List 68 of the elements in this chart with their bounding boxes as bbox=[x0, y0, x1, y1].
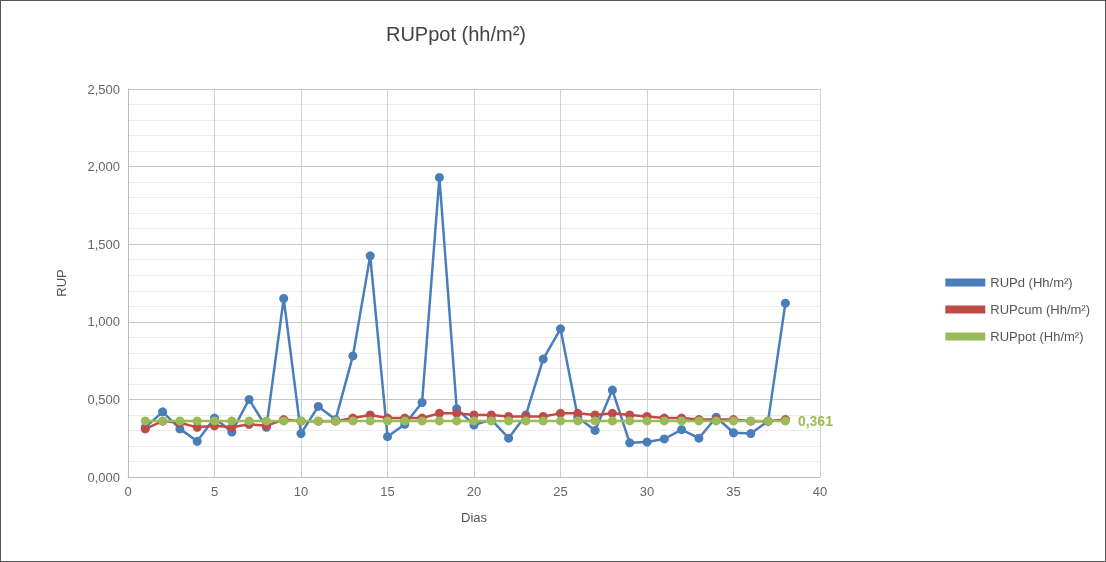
point bbox=[365, 416, 375, 426]
point bbox=[625, 416, 635, 426]
point bbox=[383, 432, 392, 442]
point bbox=[642, 416, 652, 426]
point bbox=[140, 416, 150, 426]
point bbox=[365, 251, 375, 261]
y-tick-label: 1,000 bbox=[87, 314, 120, 330]
legend-label: RUPpot (Hh/m²) bbox=[990, 329, 1084, 344]
point bbox=[694, 433, 704, 443]
point bbox=[642, 437, 652, 447]
legend-label: RUPcum (Hh/m²) bbox=[990, 302, 1091, 317]
point bbox=[313, 401, 323, 411]
point bbox=[556, 416, 565, 426]
point bbox=[729, 428, 738, 438]
point bbox=[279, 294, 289, 304]
legend-label: RUPd (Hh/m²) bbox=[990, 275, 1073, 290]
point bbox=[677, 425, 687, 435]
y-tick-label: 0,000 bbox=[87, 469, 120, 485]
y-tick-label: 2,000 bbox=[87, 159, 120, 175]
point bbox=[296, 429, 306, 439]
point bbox=[158, 407, 168, 417]
point bbox=[780, 298, 790, 308]
point bbox=[469, 416, 479, 426]
point bbox=[659, 434, 669, 444]
point bbox=[348, 351, 358, 361]
point bbox=[417, 398, 427, 407]
chart-title: RUPpot (hh/m²) bbox=[385, 23, 527, 45]
x-tick-label: 5 bbox=[210, 484, 219, 499]
point bbox=[192, 436, 202, 446]
x-axis-title: Dias bbox=[460, 510, 488, 525]
point bbox=[556, 324, 565, 334]
x-tick-label: 10 bbox=[293, 484, 309, 499]
y-tick-label: 1,500 bbox=[87, 236, 120, 252]
y-tick-label: 0,500 bbox=[87, 391, 120, 407]
point bbox=[452, 416, 462, 426]
x-tick-label: 35 bbox=[726, 484, 741, 499]
point bbox=[261, 416, 271, 426]
point bbox=[452, 408, 462, 418]
point bbox=[538, 354, 548, 364]
point bbox=[521, 416, 531, 426]
point bbox=[590, 416, 600, 426]
point bbox=[434, 172, 444, 182]
point bbox=[504, 416, 514, 426]
point bbox=[607, 408, 617, 418]
point bbox=[607, 416, 617, 426]
point bbox=[434, 416, 444, 426]
point bbox=[746, 429, 756, 439]
point bbox=[607, 385, 617, 395]
point bbox=[192, 416, 202, 426]
x-tick-label: 40 bbox=[812, 484, 828, 499]
point bbox=[434, 408, 444, 418]
point bbox=[573, 408, 583, 418]
point bbox=[556, 408, 565, 418]
data-label: 0,361 bbox=[797, 412, 834, 429]
x-tick-label: 25 bbox=[553, 484, 568, 499]
x-tick-label: 30 bbox=[639, 484, 655, 499]
point bbox=[504, 433, 514, 443]
point bbox=[538, 416, 548, 426]
point bbox=[227, 416, 237, 426]
point bbox=[244, 394, 254, 404]
y-tick-label: 2,500 bbox=[87, 81, 120, 97]
x-tick-label: 0 bbox=[124, 484, 132, 499]
y-axis-title: RUP bbox=[54, 269, 69, 297]
point bbox=[625, 438, 635, 448]
x-tick-label: 20 bbox=[466, 484, 482, 499]
point bbox=[590, 425, 600, 435]
point bbox=[573, 416, 583, 426]
x-tick-label: 15 bbox=[380, 484, 395, 499]
